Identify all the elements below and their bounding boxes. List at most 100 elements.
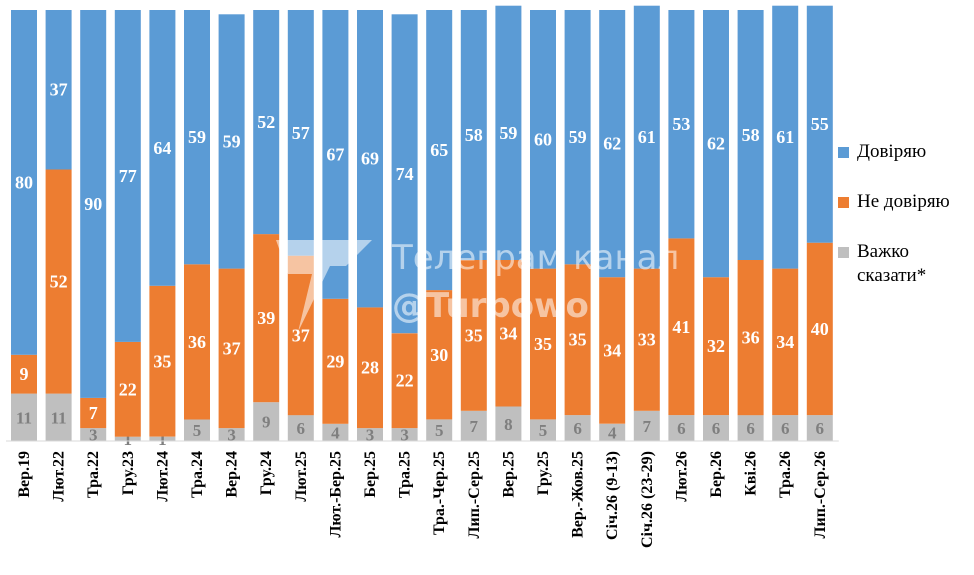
bar-segment — [599, 423, 626, 441]
bar-segment — [633, 268, 660, 411]
x-tick-label: Гру.24 — [258, 451, 275, 495]
bar-segment — [495, 406, 522, 441]
data-label: 64 — [153, 138, 171, 158]
data-label: 52 — [50, 272, 68, 292]
data-label: 6 — [297, 419, 306, 438]
data-label: 11 — [16, 408, 32, 427]
legend-item-hard-to-say: Важко сказати* — [838, 240, 974, 288]
bar-segment — [391, 14, 418, 334]
x-tick-label: Лют.26 — [673, 451, 690, 502]
x-tick-label: Лют.25 — [293, 451, 310, 502]
data-label: 6 — [677, 419, 686, 438]
bar-segment — [668, 415, 695, 441]
x-tick-label: Січ.26 (23-29) — [639, 451, 656, 548]
x-tick-label: Лют.-Бер.25 — [327, 451, 344, 538]
data-label: 55 — [811, 114, 829, 134]
data-label: 22 — [119, 379, 137, 399]
data-label: 7 — [89, 403, 98, 423]
bar-segment — [668, 238, 695, 416]
bar-segment — [806, 242, 833, 416]
bar-segment — [184, 10, 210, 265]
bar-segment — [564, 10, 591, 265]
legend-label-hard-to-say: Важко сказати* — [857, 241, 927, 286]
bar-segment — [530, 419, 556, 441]
x-tick-label: Бер.25 — [362, 451, 379, 498]
bar-segment — [460, 10, 487, 260]
bar-segment — [737, 10, 764, 260]
data-label: 33 — [638, 330, 656, 350]
bar-segment — [253, 234, 280, 403]
data-label: 37 — [223, 338, 241, 358]
bar-segment — [426, 290, 453, 420]
legend: Довіряю Не довіряю Важко сказати* — [838, 140, 974, 314]
bar-segment — [564, 415, 591, 441]
data-label: 39 — [257, 308, 275, 328]
data-label: 35 — [534, 334, 552, 354]
data-label: 8 — [504, 415, 513, 434]
data-label: 62 — [603, 134, 621, 154]
bar-segment — [426, 10, 453, 291]
data-label: 60 — [534, 129, 552, 149]
bar-segment — [495, 260, 522, 407]
bar-segment — [253, 402, 280, 441]
bar-segment — [218, 428, 245, 441]
data-label: 6 — [781, 419, 790, 438]
bar-segment — [668, 10, 695, 239]
x-tick-label: Кві.26 — [743, 451, 760, 496]
data-label: 74 — [396, 164, 414, 184]
x-tick-label: Тра.25 — [397, 451, 414, 498]
data-label: 3 — [227, 426, 236, 445]
bar-segment — [633, 410, 660, 441]
bar-segment — [80, 428, 107, 441]
bar-segment — [253, 10, 280, 235]
data-label: 30 — [430, 345, 448, 365]
data-label: 59 — [223, 132, 241, 152]
x-tick-label: Гру.23 — [120, 451, 137, 495]
data-label: 41 — [672, 317, 690, 337]
data-label: 3 — [400, 426, 409, 445]
x-tick-label: Лип.-Сер.25 — [466, 451, 483, 538]
bar-segment — [11, 10, 37, 355]
legend-item-trust: Довіряю — [838, 140, 974, 164]
data-label: 34 — [603, 341, 621, 361]
bar-segment — [737, 415, 764, 441]
bar-segment — [287, 10, 314, 256]
bar-segment — [460, 260, 487, 411]
data-label: 32 — [707, 336, 725, 356]
data-label: 58 — [742, 125, 760, 145]
data-label: 6 — [573, 419, 582, 438]
bar-segment — [772, 5, 799, 269]
data-label: 5 — [193, 421, 202, 440]
data-label: 58 — [465, 125, 483, 145]
data-label: 65 — [430, 140, 448, 160]
data-label: 6 — [712, 419, 721, 438]
data-label: 62 — [707, 134, 725, 154]
data-label: 28 — [361, 358, 379, 378]
legend-swatch-hard-to-say — [838, 247, 849, 258]
bar-segment — [80, 10, 107, 398]
data-label: 29 — [326, 351, 344, 371]
bar-segment — [391, 333, 418, 429]
bar-segment — [806, 5, 833, 243]
bar-segment — [322, 423, 349, 441]
x-tick-label: Тра.22 — [85, 451, 102, 498]
bar-segment — [45, 393, 72, 441]
data-label: 5 — [539, 421, 548, 440]
bar-segment — [737, 260, 764, 416]
x-tick-label: Вер.-Жов.25 — [570, 451, 587, 538]
bar-segment — [599, 10, 626, 278]
bar-segment — [45, 10, 72, 170]
data-label: 1 — [158, 430, 167, 449]
x-tick-label: Вер.25 — [500, 451, 517, 498]
data-label: 36 — [742, 328, 760, 348]
bar-segment — [218, 14, 245, 269]
bar-segment — [184, 264, 210, 420]
bar-segment — [495, 5, 522, 261]
legend-swatch-distrust — [838, 197, 849, 208]
data-label: 3 — [89, 426, 98, 445]
legend-label-distrust: Не довіряю — [857, 191, 950, 212]
bar-segment — [564, 264, 591, 416]
data-label: 6 — [746, 419, 755, 438]
bar-segment — [460, 410, 487, 441]
